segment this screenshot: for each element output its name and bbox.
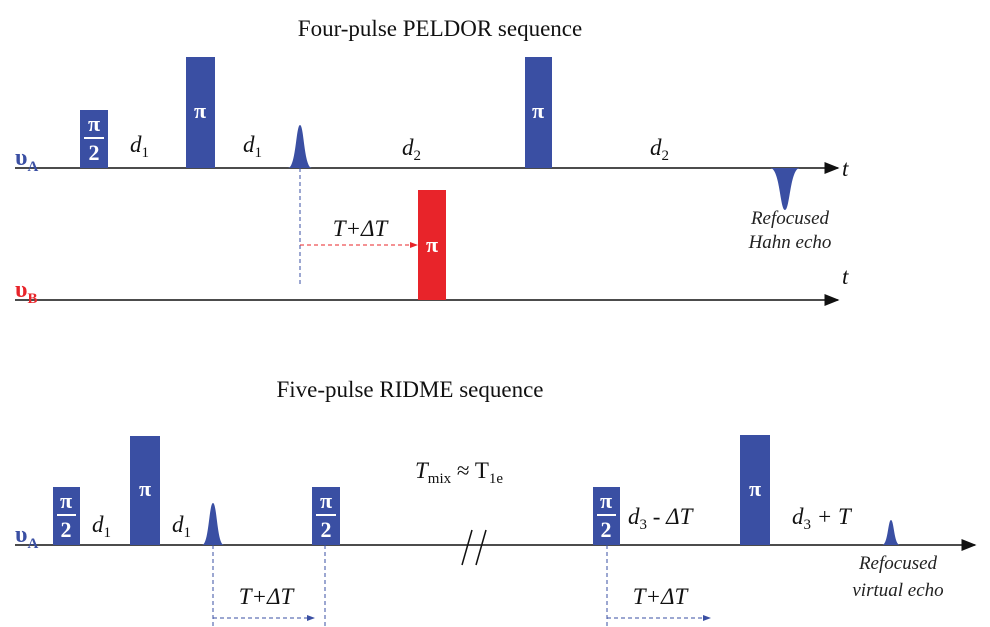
- pulse-label: π: [60, 488, 72, 513]
- pulse-label: π: [139, 476, 151, 501]
- pulse-label: π: [88, 111, 100, 136]
- delay: d1: [243, 132, 262, 161]
- delay: d2: [650, 135, 669, 164]
- offset-label: T+ΔT: [633, 584, 690, 609]
- mixing-time: Tmix ≈ T1e: [415, 458, 503, 487]
- pulse-label: π: [194, 98, 206, 123]
- pulse-label: 2: [89, 140, 100, 165]
- break: [475, 529, 487, 566]
- offset-label: T+ΔT: [333, 216, 390, 241]
- pulse-label: π: [532, 98, 544, 123]
- echo-label: virtual echo: [852, 580, 943, 601]
- echo: [288, 125, 312, 168]
- echo: [770, 168, 800, 210]
- delay: d1: [92, 512, 111, 541]
- delay: d1: [172, 512, 191, 541]
- pulse: [418, 190, 446, 300]
- time-label: t: [842, 264, 849, 289]
- pulse-label: π: [749, 476, 761, 501]
- channel-label: υA: [15, 522, 38, 552]
- pulse-label: π: [320, 488, 332, 513]
- pulse: [740, 435, 770, 545]
- title: Five-pulse RIDME sequence: [277, 377, 544, 402]
- pulse-label: 2: [321, 517, 332, 542]
- pulse-label: π: [426, 232, 438, 257]
- pulse: [186, 57, 215, 168]
- delay: d2: [402, 135, 421, 164]
- echo: [202, 503, 224, 545]
- echo-label: Refocused: [858, 553, 938, 574]
- pulse-label: 2: [601, 517, 612, 542]
- time-label: t: [842, 156, 849, 181]
- echo-label: Refocused: [750, 208, 830, 229]
- delay: d3 - ΔT: [628, 504, 695, 533]
- offset-label: T+ΔT: [239, 584, 296, 609]
- channel-label: υB: [15, 277, 37, 307]
- channel-label: υA: [15, 145, 38, 175]
- echo: [882, 520, 900, 545]
- pulse: [525, 57, 552, 168]
- echo-label: Hahn echo: [748, 232, 832, 253]
- pulse-label: π: [600, 488, 612, 513]
- break: [461, 529, 473, 566]
- pulse-label: 2: [61, 517, 72, 542]
- delay: d3 + T: [792, 504, 853, 533]
- pulse: [130, 436, 160, 545]
- delay: d1: [130, 132, 149, 161]
- title: Four-pulse PELDOR sequence: [298, 16, 582, 41]
